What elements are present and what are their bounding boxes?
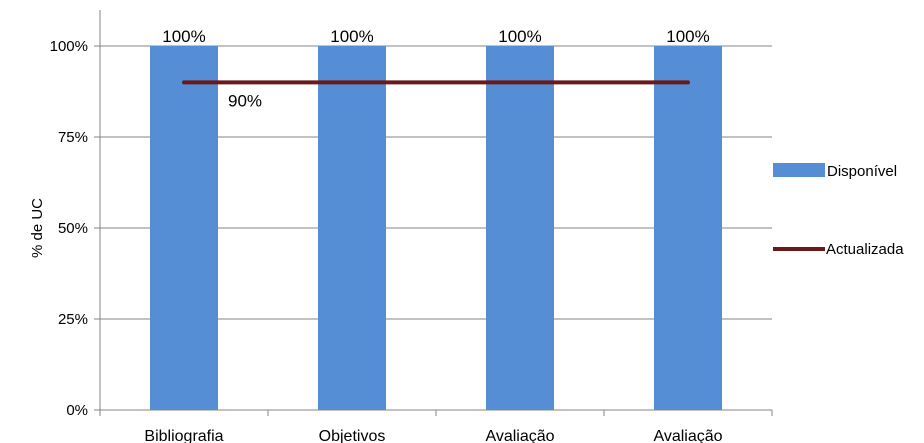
x-tick-labels: Bibliografia Objetivos Avaliação Avaliação xyxy=(144,428,722,443)
data-labels: 100% 100% 100% 100% 90% xyxy=(162,27,709,110)
bar xyxy=(654,46,722,410)
x-tick-label: Avaliação xyxy=(485,428,554,443)
x-tick-label: Avaliação xyxy=(653,428,722,443)
line-data-label: 90% xyxy=(228,91,262,110)
y-tick-label: 75% xyxy=(58,129,88,146)
x-tick-label: Bibliografia xyxy=(144,428,223,443)
bars xyxy=(150,46,722,410)
bar-data-label: 100% xyxy=(666,27,709,46)
y-tick-label: 50% xyxy=(58,220,88,237)
y-axis-label: % de UC xyxy=(29,198,46,258)
legend-swatch-disponivel xyxy=(773,163,825,177)
bar xyxy=(318,46,386,410)
bar xyxy=(150,46,218,410)
bar-data-label: 100% xyxy=(498,27,541,46)
bar xyxy=(486,46,554,410)
legend: Disponível Actualizada xyxy=(773,163,904,258)
legend-label-actualizada: Actualizada xyxy=(826,241,904,258)
y-tick-label: 25% xyxy=(58,311,88,328)
x-tick-label: Objetivos xyxy=(319,428,386,443)
bar-data-label: 100% xyxy=(162,27,205,46)
y-tick-label: 100% xyxy=(50,38,88,55)
bar-data-label: 100% xyxy=(330,27,373,46)
legend-label-disponivel: Disponível xyxy=(827,163,897,180)
y-tick-label: 0% xyxy=(66,402,88,419)
y-tick-labels: 0% 25% 50% 75% 100% xyxy=(50,38,88,419)
